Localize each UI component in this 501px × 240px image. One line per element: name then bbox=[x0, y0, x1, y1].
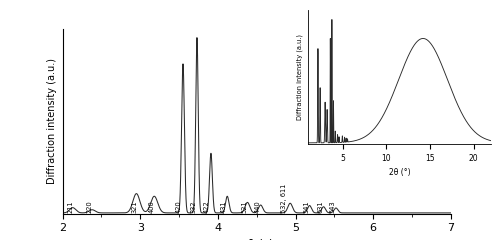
Text: 400: 400 bbox=[149, 200, 155, 213]
Text: 440: 440 bbox=[255, 200, 261, 213]
Text: 631: 631 bbox=[318, 200, 324, 213]
Text: 431: 431 bbox=[221, 200, 227, 213]
Text: 541: 541 bbox=[304, 200, 310, 213]
Text: 532, 611: 532, 611 bbox=[281, 183, 287, 213]
Text: 211: 211 bbox=[68, 200, 73, 213]
Y-axis label: Diffraction intensity (a.u.): Diffraction intensity (a.u.) bbox=[296, 34, 303, 120]
Text: 220: 220 bbox=[87, 200, 93, 213]
Text: 543: 543 bbox=[330, 200, 336, 213]
Text: 420: 420 bbox=[176, 200, 182, 213]
Text: 332: 332 bbox=[190, 200, 196, 213]
X-axis label: 2θ (°): 2θ (°) bbox=[240, 239, 274, 240]
Text: 321: 321 bbox=[131, 200, 137, 213]
Text: 521: 521 bbox=[241, 200, 247, 213]
X-axis label: 2θ (°): 2θ (°) bbox=[389, 168, 410, 177]
Y-axis label: Diffraction intensity (a.u.): Diffraction intensity (a.u.) bbox=[47, 58, 57, 184]
Text: 422: 422 bbox=[204, 200, 210, 213]
